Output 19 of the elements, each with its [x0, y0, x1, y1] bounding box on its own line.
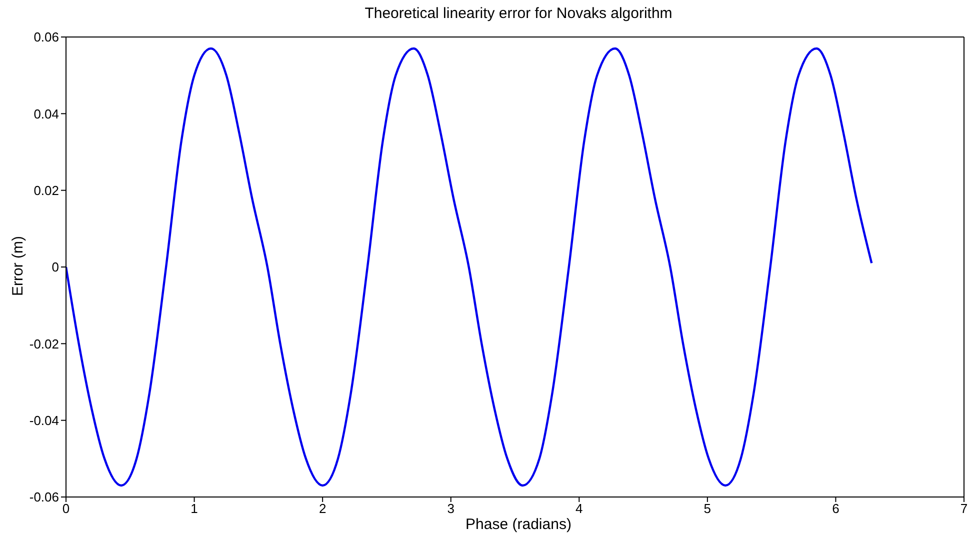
x-tick-label: 2	[318, 501, 326, 516]
line-series	[66, 47, 873, 487]
y-tick-label: -0.06	[29, 490, 59, 505]
y-tick-label: -0.04	[29, 412, 59, 428]
x-axis-title: Phase (radians)	[464, 516, 572, 533]
y-tick-label: -0.02	[29, 336, 59, 352]
y-tick-label: 0	[52, 260, 59, 275]
y-axis-title: Error (m)	[10, 236, 26, 296]
y-tick-label: 0.04	[34, 106, 59, 122]
x-tick-label: 4	[576, 501, 583, 516]
x-tick-label: 5	[704, 501, 712, 516]
x-tick-label: 0	[62, 501, 70, 516]
x-tick-label: 6	[832, 501, 840, 516]
y-tick-label: 0.02	[34, 182, 59, 198]
chart-title: Theoretical linearity error for Novaks algorithm	[364, 5, 674, 22]
x-tick-label: 3	[447, 501, 454, 516]
x-tick-label: 7	[960, 501, 968, 516]
x-tick-label: 1	[190, 501, 198, 516]
y-tick-label: 0.06	[34, 30, 59, 45]
